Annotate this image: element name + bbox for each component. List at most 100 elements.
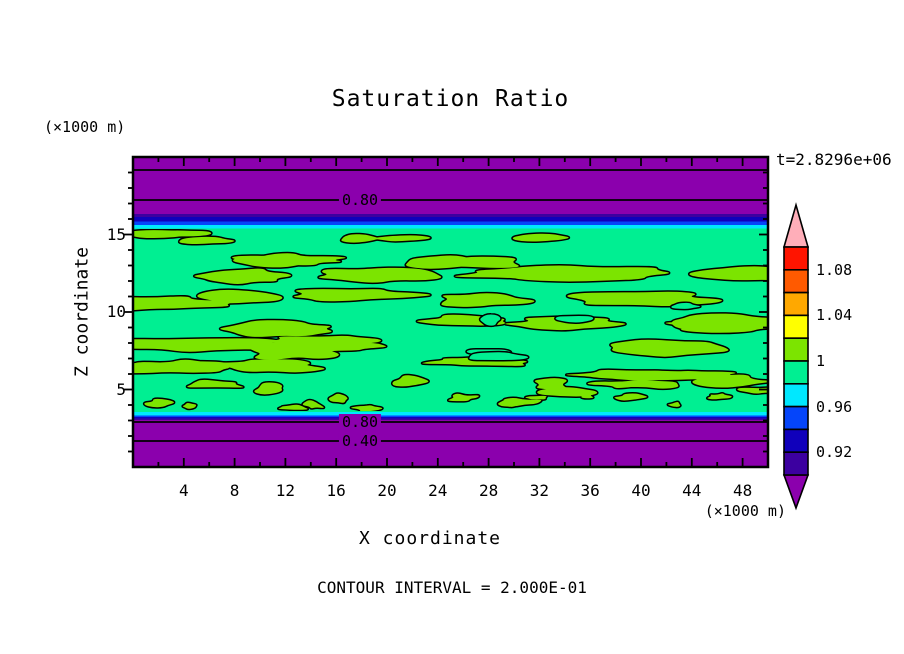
x-axis-units-label: (×1000 m) [704,502,786,520]
contour-blob [278,404,308,410]
y-axis-units-label: (×1000 m) [44,118,126,136]
plot-bands [133,157,768,467]
contour-blob [587,379,659,388]
contour-lines [133,169,768,442]
contour-blob [689,266,768,281]
colorbar-segment [783,451,809,476]
contour-blob [505,316,626,331]
colorbar-segment [783,428,809,453]
contour-blob [614,393,647,401]
contour-blob [133,230,184,239]
contour-blob [133,359,229,372]
colorbar-tick-label: 0.92 [816,443,853,462]
saturation-band [133,214,768,217]
x-axis-title: X coordinate [358,528,502,549]
contour-blob [182,402,197,409]
contour-blob [581,393,594,399]
time-stamp-label: t=2.8296e+06 [776,150,892,169]
y-tick-label: 10 [106,302,126,321]
colorbar-segment [783,314,809,339]
field-blobs [133,229,768,411]
contour-blob [555,316,594,323]
x-tick-label: 36 [580,481,600,500]
saturation-band [133,225,768,229]
colorbar-segment [783,246,809,271]
x-tick-label: 48 [732,481,753,500]
x-tick-label: 4 [178,481,189,500]
colorbar-tick-label: 0.96 [816,397,853,416]
saturation-band [133,412,768,416]
contour-blob [610,339,729,357]
contour-blob [525,395,547,400]
contour-blob [671,313,768,331]
contour-blob [692,374,768,388]
x-tick-label: 44 [682,481,702,500]
contour-interval-label: CONTOUR INTERVAL = 2.000E-01 [317,578,587,597]
contour-blob [133,296,237,311]
contour-blob [214,359,325,373]
contour-blob [668,402,681,407]
contour-blob [179,236,235,245]
contour-blob [448,393,479,402]
saturation-band [133,157,768,214]
colorbar-segment [783,405,809,431]
contour-blob [469,352,529,360]
contour-blob [293,289,431,302]
contour-blob [341,234,379,243]
x-tick-label: 40 [631,481,651,500]
contour-blob [133,338,280,352]
contour-blob [302,400,324,409]
plot-frame [131,155,770,469]
x-tick-label: 16 [326,481,346,500]
saturation-band [133,418,768,420]
contour-blob [534,378,567,391]
contour-blob [187,379,244,388]
saturation-band [133,420,768,467]
y-tick-label: 15 [106,224,126,244]
chart-title: Saturation Ratio [331,86,570,112]
contour-blob [480,314,501,326]
colorbar-segment [783,337,809,362]
contour-blob [197,289,283,304]
colorbar-under-arrow [782,474,810,511]
contour-blob [566,369,705,381]
contour-blob [254,382,283,395]
saturation-field [133,229,768,411]
colorbar-tick-label: 1 [816,352,826,370]
contour-blob [232,254,346,266]
contour-blob [318,267,442,283]
contour-blob [707,393,732,400]
colorbar-segment [783,382,809,408]
colorbar-tick-label: 1.04 [816,306,853,325]
colorbar-tick-label: 1.08 [816,260,853,279]
contour-blob [351,405,383,411]
colorbar-over-arrow [782,202,810,248]
x-tick-label: 32 [529,481,550,500]
contour-blob [671,302,701,309]
saturation-band [133,415,768,417]
contour-blob [512,233,569,242]
x-tick-label: 12 [275,481,296,500]
contour-blob [455,265,669,282]
saturation-band [133,217,768,222]
x-tick-label: 28 [478,481,499,500]
contour-blob [250,342,339,360]
x-tick-label: 24 [428,481,448,500]
y-tick-label: 5 [116,379,126,399]
contour-blob [373,235,431,242]
contour-line-label: 0.80 [338,414,382,430]
x-tick-label: 20 [377,481,397,500]
contour-blob [194,268,291,285]
saturation-band [133,417,768,419]
colorbar-segment [783,268,809,294]
contour-blob [220,320,332,337]
colorbar-segment [783,360,809,385]
contour-line-label: 0.40 [338,433,382,449]
contour-blob [328,393,348,403]
contour-blob [498,399,522,407]
colorbar-segment [783,291,809,317]
contour-blob [144,398,174,408]
contour-blob [441,293,535,307]
